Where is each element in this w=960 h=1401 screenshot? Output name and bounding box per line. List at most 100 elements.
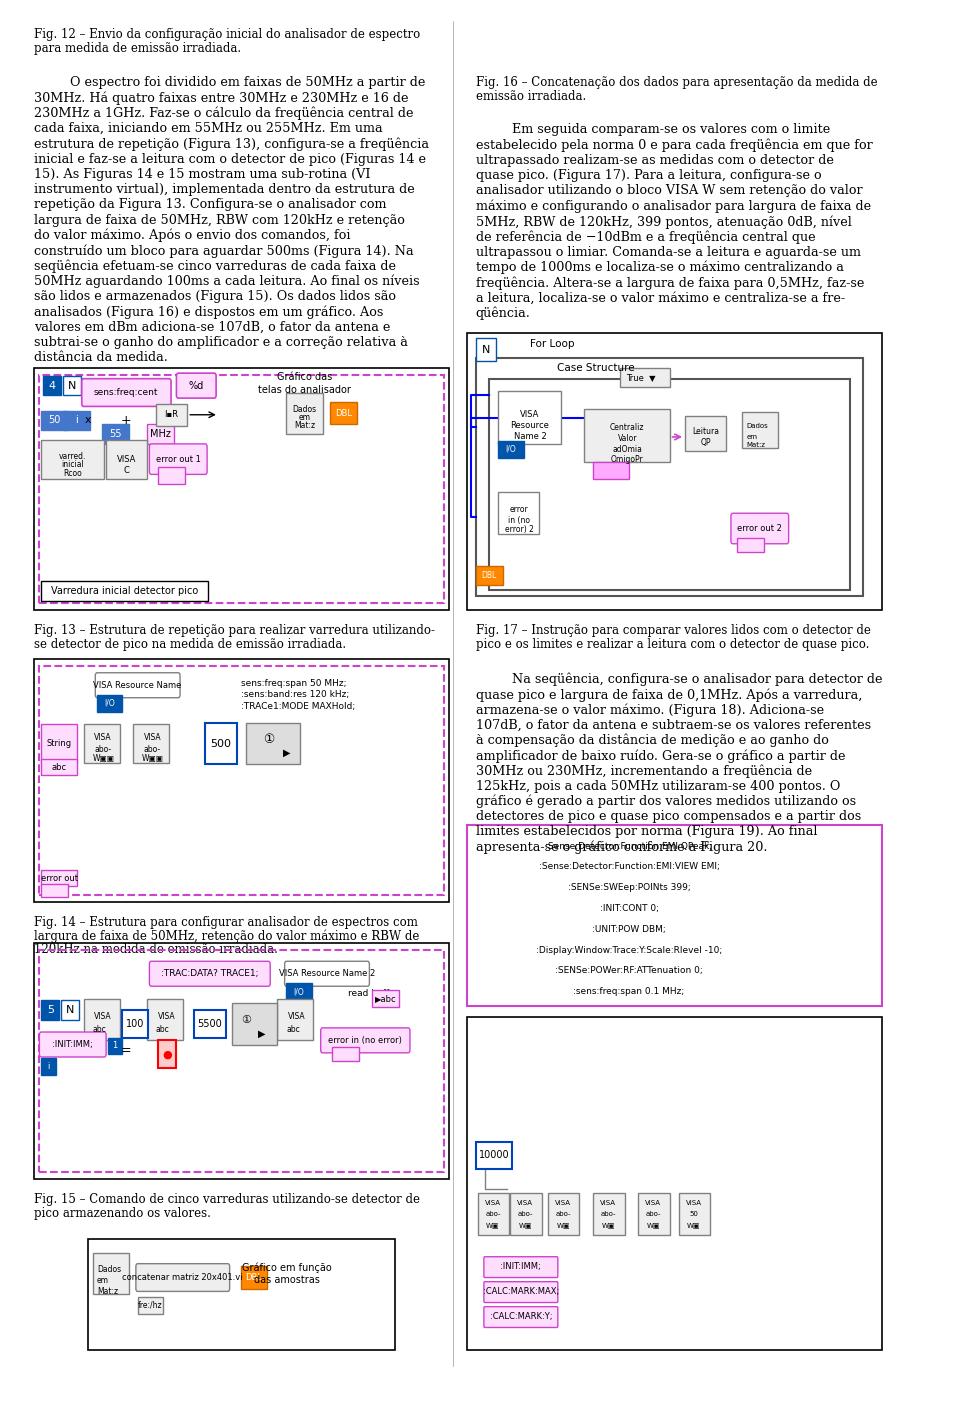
Text: QP: QP [701, 439, 711, 447]
Text: W▣: W▣ [602, 1222, 615, 1227]
Text: construído um bloco para aguardar 500ms (Figura 14). Na: construído um bloco para aguardar 500ms … [34, 244, 414, 258]
Bar [41, 1000, 60, 1020]
Bar [467, 333, 881, 611]
Text: inicial e faz-se a leitura com o detector de pico (Figuras 14 e: inicial e faz-se a leitura com o detecto… [34, 153, 426, 165]
Text: abo-: abo- [485, 1210, 501, 1216]
Text: Gráfico em função: Gráfico em função [242, 1262, 331, 1274]
Bar [107, 440, 147, 479]
Text: de referência de −10dBm e a freqüência central que: de referência de −10dBm e a freqüência c… [476, 230, 815, 244]
Text: :INIT:IMM;: :INIT:IMM; [53, 1040, 93, 1049]
Text: i: i [75, 415, 78, 426]
Bar [620, 367, 670, 387]
Text: VISA: VISA [645, 1199, 661, 1206]
Text: abo-: abo- [517, 1210, 533, 1216]
Text: Mat:z: Mat:z [294, 422, 315, 430]
Bar [147, 425, 174, 444]
Text: largura de faixa de 50MHz, RBW com 120kHz e retenção: largura de faixa de 50MHz, RBW com 120kH… [34, 213, 405, 227]
Text: tempo de 1000ms e localiza-se o máximo centralizando a: tempo de 1000ms e localiza-se o máximo c… [476, 261, 844, 275]
Text: :Display:Window:Trace:Y:Scale:Rlevel -10;: :Display:Window:Trace:Y:Scale:Rlevel -10… [536, 946, 722, 954]
Text: telas do analisador: telas do analisador [258, 385, 351, 395]
Text: analisador utilizando o bloco VISA W sem retenção do valor: analisador utilizando o bloco VISA W sem… [476, 185, 862, 198]
Text: :SENSe:POWer:RF:ATTenuation 0;: :SENSe:POWer:RF:ATTenuation 0; [555, 967, 703, 975]
Text: abc: abc [52, 762, 67, 772]
Text: fre:/hz: fre:/hz [138, 1300, 162, 1310]
Bar [34, 367, 448, 611]
Text: gráfico é gerado a partir dos valores medidos utilizando os: gráfico é gerado a partir dos valores me… [476, 794, 856, 808]
Bar [88, 1238, 395, 1349]
Text: MHz: MHz [150, 429, 171, 439]
Bar [41, 724, 77, 764]
Bar [41, 870, 77, 887]
Text: abo-: abo- [94, 744, 111, 754]
Text: quase pico. (Figura 17). Para a leitura, configura-se o: quase pico. (Figura 17). Para a leitura,… [476, 170, 822, 182]
Text: limites estabelecidos por norma (Figura 19). Ao final: limites estabelecidos por norma (Figura … [476, 825, 817, 838]
Text: :INIT:CONT 0;: :INIT:CONT 0; [600, 904, 659, 913]
Bar [92, 1252, 129, 1295]
Text: armazena-se o valor máximo. (Figura 18). Adiciona-se: armazena-se o valor máximo. (Figura 18).… [476, 703, 824, 717]
Text: 5500: 5500 [198, 1019, 222, 1028]
Text: VISA: VISA [157, 1013, 175, 1021]
Text: Fig. 12 – Envio da configuração inicial do analisador de espectro: Fig. 12 – Envio da configuração inicial … [34, 28, 420, 41]
Text: cada faixa, iniciando em 55MHz ou 255MHz. Em uma: cada faixa, iniciando em 55MHz ou 255MHz… [34, 122, 383, 134]
Text: VISA: VISA [520, 410, 540, 419]
Bar [97, 695, 122, 712]
Text: ▶: ▶ [282, 748, 290, 758]
Text: VISA: VISA [485, 1199, 501, 1206]
Bar [548, 1192, 580, 1234]
Text: VISA: VISA [686, 1199, 702, 1206]
Text: Fig. 16 – Concatenação dos dados para apresentação da medida de: Fig. 16 – Concatenação dos dados para ap… [476, 76, 877, 90]
Text: são lidos e armazenados (Figura 15). Os dados lidos são: são lidos e armazenados (Figura 15). Os … [34, 290, 396, 303]
Bar [476, 566, 503, 586]
Text: abo-: abo- [144, 744, 161, 754]
Text: em: em [97, 1276, 109, 1285]
Bar [490, 378, 850, 590]
Text: VISA: VISA [517, 1199, 534, 1206]
Text: Gráfico das: Gráfico das [276, 373, 332, 382]
Bar [195, 1010, 226, 1038]
Bar [593, 1192, 625, 1234]
Text: repetição da Figura 13. Configura-se o analisador com: repetição da Figura 13. Configura-se o a… [34, 199, 387, 212]
FancyBboxPatch shape [39, 1033, 107, 1056]
Text: Leitura: Leitura [692, 427, 719, 436]
Text: abo-: abo- [646, 1210, 661, 1216]
Text: :Sense:Detector:Function:EMI:VIEW EMI;: :Sense:Detector:Function:EMI:VIEW EMI; [539, 863, 719, 871]
Bar [498, 492, 539, 534]
Text: error: error [510, 504, 528, 514]
FancyBboxPatch shape [484, 1257, 558, 1278]
Text: VISA: VISA [144, 734, 161, 743]
Bar [584, 409, 670, 462]
Text: I▪R: I▪R [164, 410, 178, 419]
Text: concatenar matriz 20x401.vi: concatenar matriz 20x401.vi [123, 1274, 243, 1282]
Bar [41, 440, 105, 479]
Text: :SENSe:SWEep:POINts 399;: :SENSe:SWEep:POINts 399; [567, 883, 690, 892]
Text: abc: abc [92, 1024, 107, 1034]
Bar [62, 410, 90, 430]
Text: :INIT:IMM;: :INIT:IMM; [500, 1262, 541, 1271]
Text: 10000: 10000 [478, 1150, 509, 1160]
Text: ①: ① [263, 733, 274, 745]
Text: freqüência. Altera-se a largura de faixa para 0,5MHz, faz-se: freqüência. Altera-se a largura de faixa… [476, 276, 864, 290]
Text: Rcoo: Rcoo [63, 468, 83, 478]
Bar [679, 1192, 710, 1234]
Text: das amostras: das amostras [253, 1275, 320, 1285]
Text: W▣: W▣ [557, 1222, 570, 1227]
Bar [133, 724, 169, 764]
FancyBboxPatch shape [484, 1307, 558, 1328]
Text: 55: 55 [108, 429, 121, 439]
Bar [467, 825, 881, 1006]
Bar [684, 416, 726, 451]
Text: distância da medida.: distância da medida. [34, 350, 168, 364]
Text: +: + [121, 413, 132, 427]
Bar [737, 538, 764, 552]
Text: W▣▣: W▣▣ [92, 754, 114, 764]
Text: DBL: DBL [246, 1274, 262, 1282]
Bar [467, 1017, 881, 1349]
Text: abc: abc [286, 1024, 300, 1034]
Text: =: = [121, 1044, 132, 1056]
Text: largura de faixa de 50MHz, retenção do valor máximo e RBW de: largura de faixa de 50MHz, retenção do v… [34, 929, 420, 943]
Bar [41, 884, 68, 898]
Text: N: N [482, 345, 490, 354]
Bar [84, 999, 120, 1041]
Bar [286, 392, 323, 434]
Bar [156, 403, 187, 426]
